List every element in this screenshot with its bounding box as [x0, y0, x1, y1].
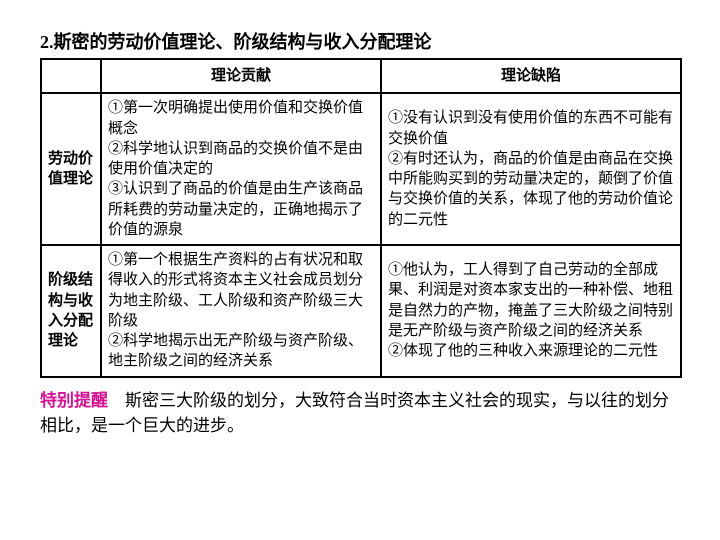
row-contribution-1: ①第一个根据生产资料的占有状况和取得收入的形式将资本主义社会成员划分为地主阶级、…: [101, 245, 381, 377]
row-defect-0: ①没有认识到没有使用价值的东西不可能有交换价值②有时还认为，商品的价值是由商品在…: [381, 93, 681, 245]
row-name-1: 阶级结构与收入分配理论: [41, 245, 101, 377]
special-note: 特别提醒 斯密三大阶级的划分，大致符合当时资本主义社会的现实，与以往的划分相比，…: [40, 388, 680, 439]
header-blank: [41, 59, 101, 93]
table-row: 劳动价值理论 ①第一次明确提出使用价值和交换价值概念②科学地认识到商品的交换价值…: [41, 93, 681, 245]
theory-table: 理论贡献 理论缺陷 劳动价值理论 ①第一次明确提出使用价值和交换价值概念②科学地…: [40, 58, 682, 378]
row-name-0: 劳动价值理论: [41, 93, 101, 245]
row-contribution-0: ①第一次明确提出使用价值和交换价值概念②科学地认识到商品的交换价值不是由使用价值…: [101, 93, 381, 245]
page-title: 2.斯密的劳动价值理论、阶级结构与收入分配理论: [40, 28, 680, 54]
header-contribution: 理论贡献: [101, 59, 381, 93]
header-defect: 理论缺陷: [381, 59, 681, 93]
table-row: 阶级结构与收入分配理论 ①第一个根据生产资料的占有状况和取得收入的形式将资本主义…: [41, 245, 681, 377]
row-defect-1: ①他认为，工人得到了自己劳动的全部成果、利润是对资本家支出的一种补偿、地租是自然…: [381, 245, 681, 377]
note-text: 斯密三大阶级的划分，大致符合当时资本主义社会的现实，与以往的划分相比，是一个巨大…: [40, 391, 669, 436]
note-label: 特别提醒: [40, 391, 108, 410]
table-header-row: 理论贡献 理论缺陷: [41, 59, 681, 93]
